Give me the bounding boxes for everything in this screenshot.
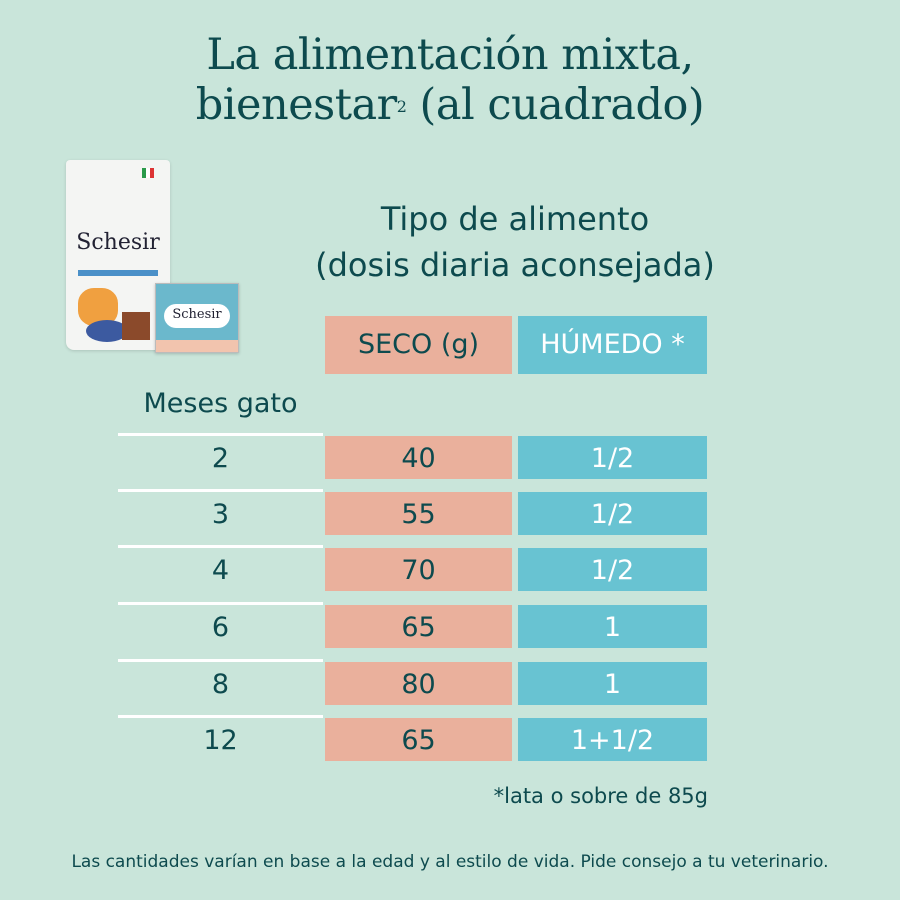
cell-seco: 40 xyxy=(325,436,512,479)
cell-humedo: 1 xyxy=(518,605,707,648)
cell-meses: 3 xyxy=(211,499,230,530)
bag-band xyxy=(78,270,158,276)
column-header-seco: SECO (g) xyxy=(325,316,512,374)
title-text: (al cuadrado) xyxy=(406,80,705,130)
cell-meses: 8 xyxy=(211,669,230,700)
cell-seco: 65 xyxy=(325,718,512,761)
row-divider xyxy=(118,715,323,718)
row-divider xyxy=(118,545,323,548)
cell-meses: 6 xyxy=(211,612,230,643)
cell-humedo: 1/2 xyxy=(518,548,707,591)
cell-seco: 55 xyxy=(325,492,512,535)
row-divider xyxy=(118,433,323,436)
row-divider xyxy=(118,489,323,492)
can-bottom xyxy=(156,340,238,352)
page-title: La alimentación mixta, bienestar2 (al cu… xyxy=(0,30,900,130)
table-row: 6 65 1 xyxy=(0,602,900,648)
table-row: 8 80 1 xyxy=(0,659,900,705)
dry-food-bag-image: Schesir xyxy=(66,160,170,350)
row-divider xyxy=(118,659,323,662)
cell-meses: 12 xyxy=(203,725,238,756)
cell-seco: 80 xyxy=(325,662,512,705)
wet-food-can-image: Schesir xyxy=(155,283,239,353)
blueberries-image xyxy=(86,320,128,342)
table-row: 12 65 1+1/2 xyxy=(0,715,900,761)
title-text: bienestar xyxy=(195,80,397,130)
row-header-meses: Meses gato xyxy=(143,388,298,419)
cell-meses: 2 xyxy=(211,443,230,474)
italian-flag-icon xyxy=(142,168,154,178)
cell-meses: 4 xyxy=(211,555,230,586)
cell-seco: 70 xyxy=(325,548,512,591)
cell-humedo: 1/2 xyxy=(518,436,707,479)
subtitle: Tipo de alimento (dosis diaria aconsejad… xyxy=(255,196,775,288)
table-row: 2 40 1/2 xyxy=(0,433,900,479)
table-row: 4 70 1/2 xyxy=(0,545,900,591)
subtitle-line-1: Tipo de alimento xyxy=(380,200,650,238)
title-line-2: bienestar2 (al cuadrado) xyxy=(0,80,900,130)
footnote: *lata o sobre de 85g xyxy=(493,784,708,808)
turkey-icon xyxy=(122,312,150,340)
title-line-1: La alimentación mixta, xyxy=(206,30,694,80)
table-row: 3 55 1/2 xyxy=(0,489,900,535)
footer-disclaimer: Las cantidades varían en base a la edad … xyxy=(71,852,829,872)
row-divider xyxy=(118,602,323,605)
honey-image xyxy=(78,288,118,326)
column-header-humedo: HÚMEDO * xyxy=(518,316,707,374)
bag-logo: Schesir xyxy=(76,230,160,255)
cell-humedo: 1/2 xyxy=(518,492,707,535)
cell-humedo: 1+1/2 xyxy=(518,718,707,761)
cell-humedo: 1 xyxy=(518,662,707,705)
subtitle-line-2: (dosis diaria aconsejada) xyxy=(315,246,715,284)
cell-seco: 65 xyxy=(325,605,512,648)
can-logo: Schesir xyxy=(164,304,230,328)
title-superscript: 2 xyxy=(396,97,407,116)
